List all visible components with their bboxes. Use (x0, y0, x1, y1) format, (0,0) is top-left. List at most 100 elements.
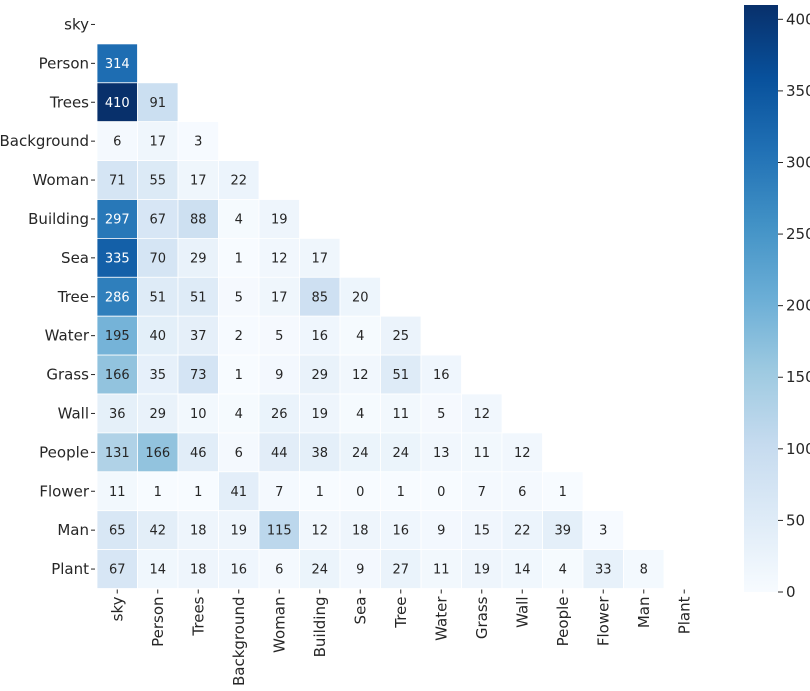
heatmap-cell (420, 354, 462, 395)
heatmap-cell (461, 510, 503, 551)
cell-value-label: 36 (109, 407, 126, 422)
heatmap-cell (218, 237, 260, 278)
heatmap-cell (137, 471, 179, 512)
heatmap-cell (258, 510, 300, 551)
x-tick-label: Sea (351, 597, 369, 625)
heatmap-cell (461, 471, 503, 512)
heatmap-cell (299, 393, 341, 434)
x-tick-label: Wall (513, 597, 531, 628)
x-tick-label: Plant (675, 596, 693, 634)
x-tick-label: Woman (270, 597, 288, 653)
heatmap-cell (501, 471, 543, 512)
cell-value-label: 14 (514, 563, 531, 578)
heatmap-cell (339, 471, 381, 512)
cell-value-label: 20 (352, 290, 369, 305)
colorbar-tick-label: 200 (786, 297, 810, 315)
cell-value-label: 51 (190, 290, 207, 305)
colorbar-tick-label: 150 (786, 368, 810, 386)
heatmap-cell (420, 432, 462, 473)
heatmap-cell (339, 276, 381, 317)
cell-value-label: 5 (235, 290, 243, 305)
heatmap-cell (461, 393, 503, 434)
y-tick-label: Plant (51, 560, 89, 578)
heatmap-cell (137, 237, 179, 278)
cell-value-label: 1 (194, 485, 202, 500)
heatmap-cell (339, 354, 381, 395)
cell-value-label: 19 (271, 212, 288, 227)
heatmap-cell (380, 549, 422, 589)
heatmap-cell (339, 510, 381, 551)
cell-value-label: 12 (352, 368, 369, 383)
cell-value-label: 19 (311, 407, 328, 422)
cell-value-label: 19 (230, 524, 247, 539)
cell-value-label: 4 (235, 212, 243, 227)
heatmap-cell (137, 276, 179, 317)
cell-value-label: 38 (311, 446, 328, 461)
y-tick-label: Sea (61, 249, 89, 267)
cell-value-label: 18 (190, 563, 207, 578)
heatmap-cell (96, 471, 138, 512)
cell-value-label: 9 (356, 563, 364, 578)
cell-value-label: 24 (311, 563, 328, 578)
cell-value-label: 166 (145, 446, 170, 461)
cell-value-label: 14 (149, 563, 166, 578)
colorbar-tick-label: 350 (786, 82, 810, 100)
cell-value-label: 51 (392, 368, 409, 383)
heatmap-cell (420, 393, 462, 434)
cell-value-label: 55 (149, 174, 166, 189)
x-tick-label: Grass (473, 596, 491, 639)
cell-value-label: 27 (392, 563, 409, 578)
colorbar-tick-label: 300 (786, 153, 810, 171)
heatmap-cell (218, 393, 260, 434)
cell-value-label: 3 (599, 524, 607, 539)
cell-value-label: 2 (235, 329, 243, 344)
cell-value-label: 6 (235, 446, 243, 461)
heatmap-cell (258, 237, 300, 278)
cell-value-label: 1 (154, 485, 162, 500)
cell-value-label: 67 (109, 563, 126, 578)
cell-value-label: 10 (190, 407, 207, 422)
cell-value-label: 22 (514, 524, 531, 539)
heatmap-cell (420, 510, 462, 551)
heatmap-cell (96, 315, 138, 356)
cell-value-label: 19 (473, 563, 490, 578)
cell-value-label: 4 (356, 329, 364, 344)
heatmap-cell (96, 354, 138, 395)
heatmap-cell (137, 199, 179, 239)
heatmap-cell (582, 510, 624, 551)
cell-value-label: 12 (473, 407, 490, 422)
cell-value-label: 12 (514, 446, 531, 461)
cell-value-label: 8 (640, 563, 648, 578)
cell-value-label: 7 (478, 485, 486, 500)
cell-value-label: 18 (352, 524, 369, 539)
cell-value-label: 73 (190, 368, 207, 383)
x-tick-label: Flower (594, 596, 612, 646)
heatmap-cell (177, 315, 219, 356)
cell-value-label: 4 (559, 563, 567, 578)
cell-value-label: 11 (433, 563, 450, 578)
heatmap-cell (299, 354, 341, 395)
cell-value-label: 15 (473, 524, 490, 539)
x-tick-label: Water (432, 596, 450, 641)
cell-value-label: 314 (105, 57, 130, 72)
cell-value-label: 91 (149, 96, 166, 111)
heatmap-cell (177, 237, 219, 278)
heatmap-cell (96, 276, 138, 317)
cell-value-label: 4 (235, 407, 243, 422)
y-tick-label: Person (39, 54, 89, 72)
colorbar-tick-label: 100 (786, 440, 810, 458)
cell-value-label: 12 (271, 251, 288, 266)
cell-value-label: 24 (392, 446, 409, 461)
x-tick-label: Trees (189, 596, 207, 636)
cell-value-label: 6 (518, 485, 526, 500)
cell-value-label: 29 (149, 407, 166, 422)
cell-value-label: 46 (190, 446, 207, 461)
heatmap-cell (380, 315, 422, 356)
heatmap-cell (218, 432, 260, 473)
cell-value-label: 5 (275, 329, 283, 344)
heatmap-cell (299, 432, 341, 473)
heatmap-cell (218, 549, 260, 589)
heatmap-cell (177, 121, 219, 161)
